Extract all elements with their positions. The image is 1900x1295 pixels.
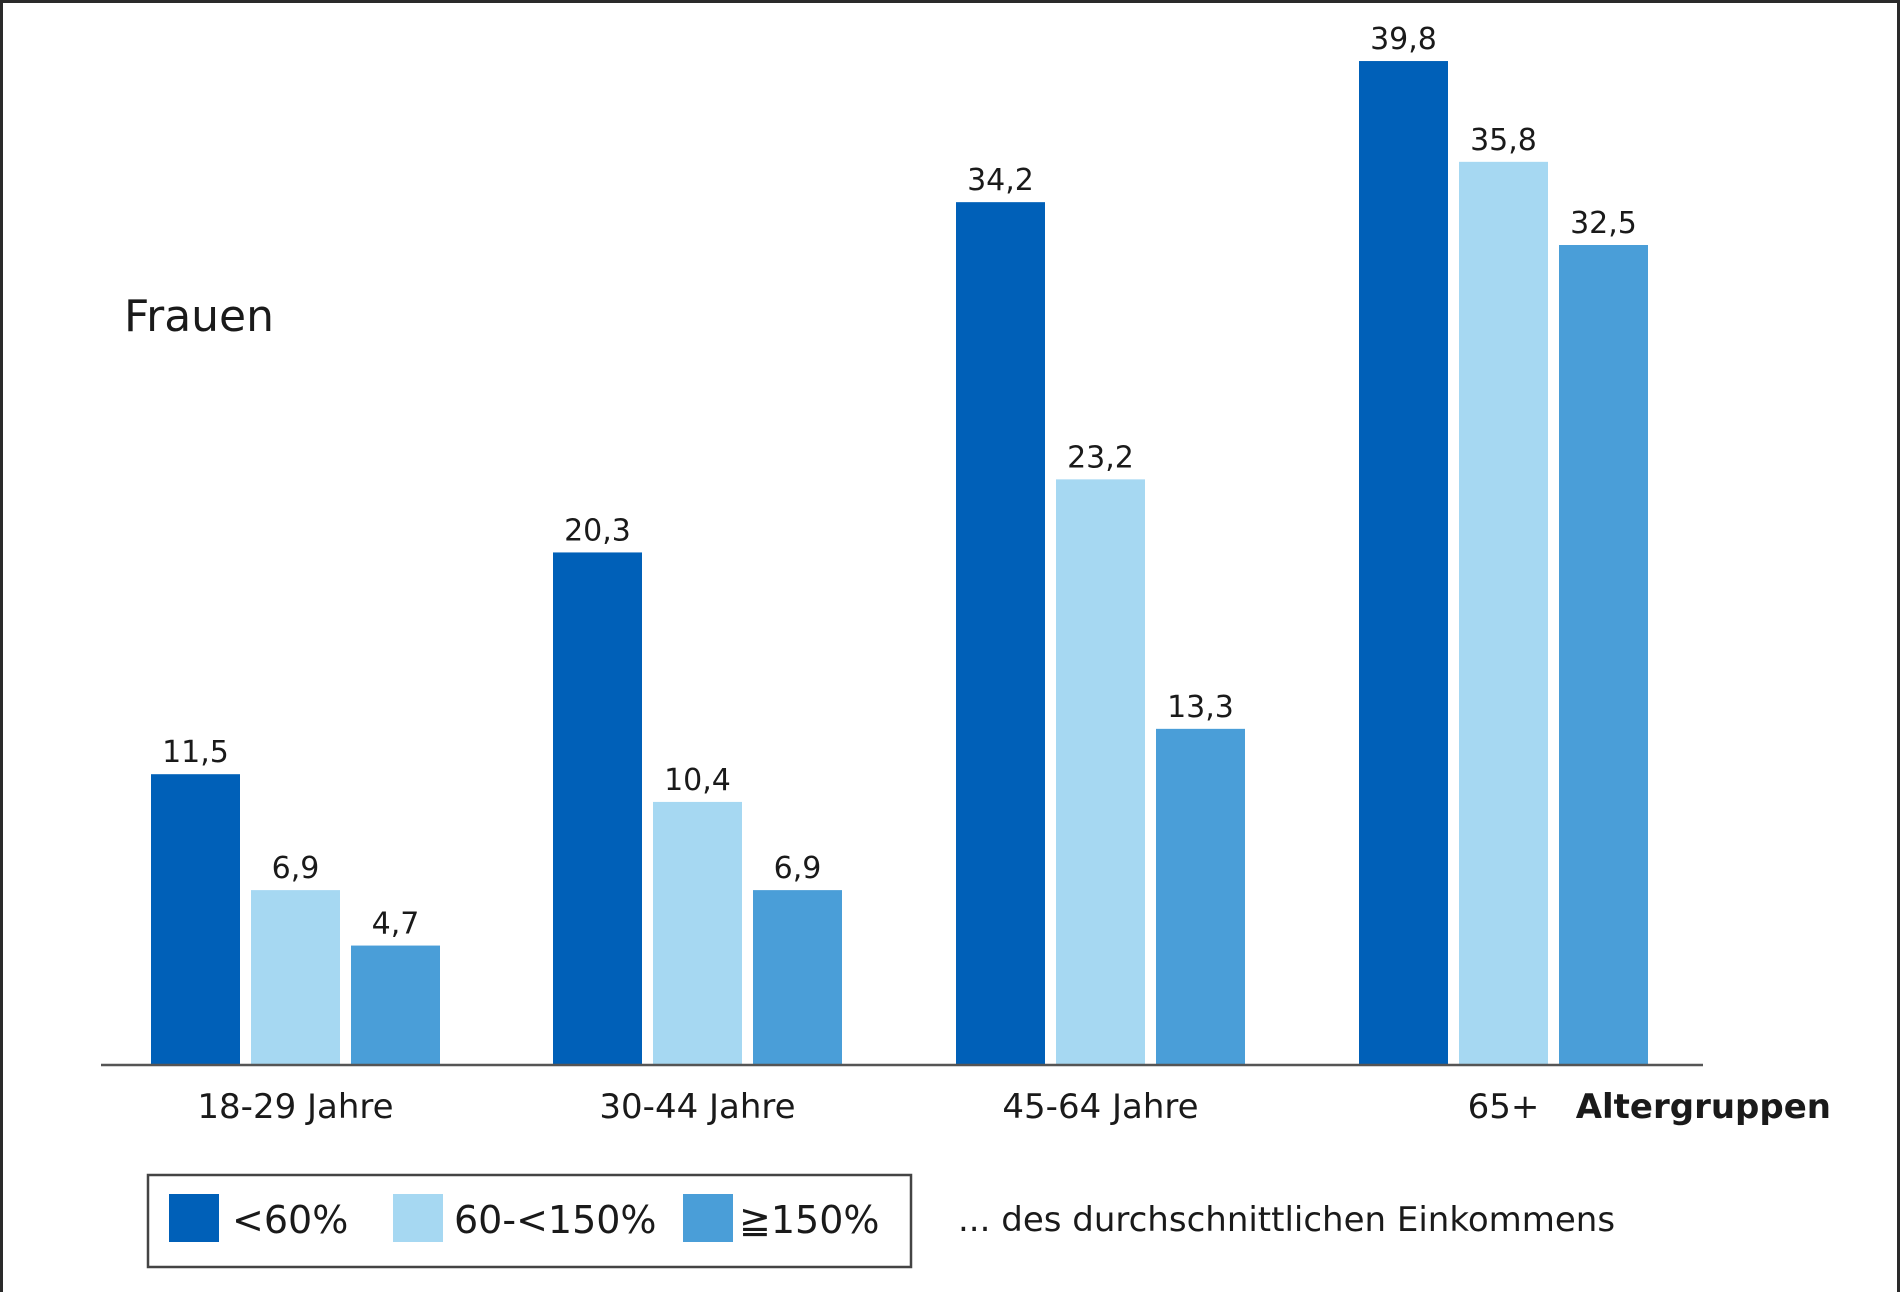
bar-value-label: 32,5 — [1570, 206, 1637, 241]
bar-4-2 — [1459, 161, 1548, 1065]
category-label: 30-44 Jahre — [599, 1087, 795, 1127]
chart-svg: Frauen 11,5 6,9 4,7 20,3 10,4 6,9 34,2 23,2 13,3… — [101, 22, 1831, 1269]
bar-3-3 — [1156, 728, 1245, 1064]
bar-value-label: 4,7 — [372, 907, 420, 942]
bars-layer — [151, 61, 1648, 1065]
value-labels-layer: 11,5 6,9 4,7 20,3 10,4 6,9 34,2 23,2 13,3 39,8 35,… — [162, 22, 1637, 942]
category-label: 65+ — [1468, 1087, 1540, 1127]
legend: <60% 60-<150% ≧150% — [146, 1173, 913, 1269]
bar-value-label: 35,8 — [1470, 123, 1537, 158]
bar-1-1 — [151, 774, 240, 1064]
bar-value-label: 13,3 — [1167, 690, 1234, 725]
legend-swatch — [393, 1194, 443, 1242]
bar-value-label: 10,4 — [664, 763, 731, 798]
bar-2-3 — [753, 890, 842, 1064]
bar-4-1 — [1359, 61, 1448, 1065]
bar-value-label: 39,8 — [1370, 22, 1437, 57]
bar-value-label: 6,9 — [272, 851, 320, 886]
legend-items: <60% 60-<150% ≧150% — [169, 1194, 879, 1242]
legend-label: ≧150% — [739, 1198, 879, 1242]
x-axis-title: Altergruppen — [1576, 1087, 1831, 1127]
bar-value-label: 11,5 — [162, 735, 229, 770]
bar-3-2 — [1056, 479, 1145, 1064]
bar-4-3 — [1559, 245, 1648, 1064]
category-labels-layer: 18-29 Jahre 30-44 Jahre 45-64 Jahre 65+ — [197, 1087, 1539, 1127]
bar-1-3 — [351, 945, 440, 1064]
bar-value-label: 6,9 — [774, 851, 822, 886]
legend-note: ... des durchschnittlichen Einkommens — [958, 1200, 1615, 1240]
legend-box — [146, 1173, 913, 1269]
legend-swatch — [683, 1194, 733, 1242]
chart-title: Frauen — [124, 291, 274, 342]
category-label: 18-29 Jahre — [197, 1087, 393, 1127]
bar-value-label: 20,3 — [564, 513, 631, 548]
category-label: 45-64 Jahre — [1002, 1087, 1198, 1127]
legend-label: 60-<150% — [454, 1198, 657, 1242]
bar-value-label: 23,2 — [1067, 440, 1134, 475]
legend-label: <60% — [232, 1198, 348, 1242]
title-layer: Frauen — [124, 291, 274, 342]
bar-1-2 — [251, 890, 340, 1064]
legend-swatch — [169, 1194, 219, 1242]
bar-2-1 — [553, 552, 642, 1064]
bar-2-2 — [653, 801, 742, 1064]
bar-3-1 — [956, 202, 1045, 1064]
bar-value-label: 34,2 — [967, 163, 1034, 198]
